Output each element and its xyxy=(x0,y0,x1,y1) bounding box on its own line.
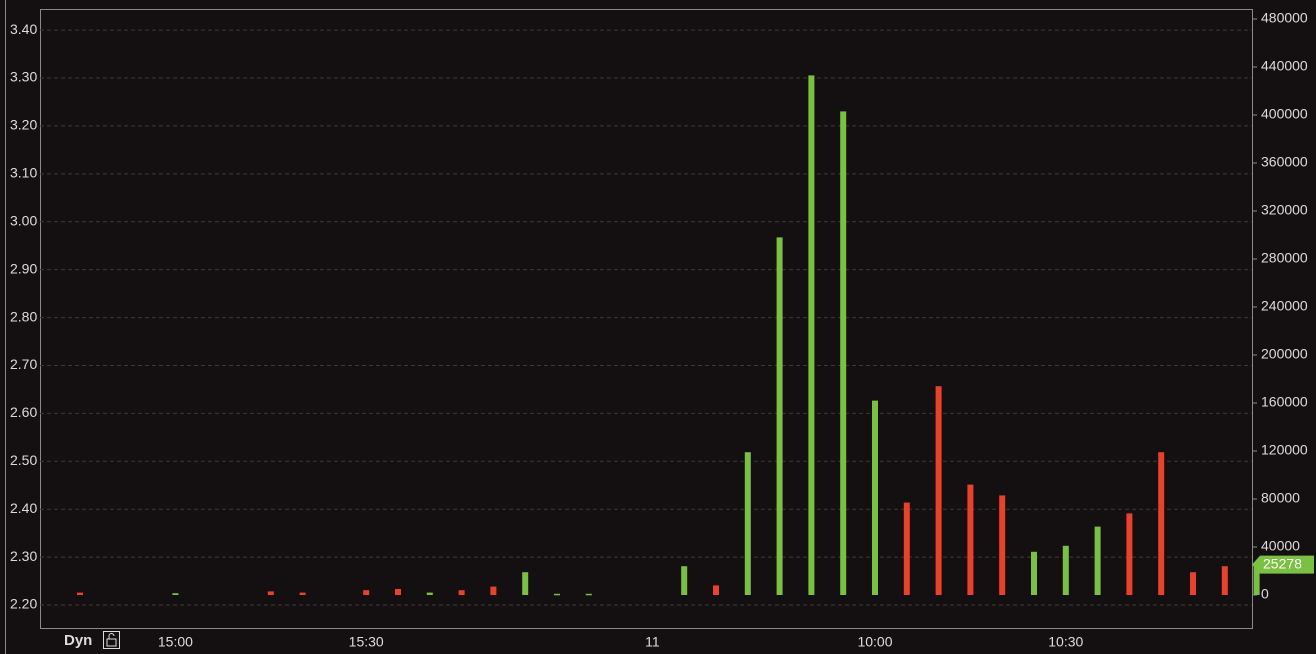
bar xyxy=(490,586,497,595)
bar xyxy=(935,386,942,595)
y-tick-label: 2.70 xyxy=(10,356,37,372)
bar xyxy=(744,452,751,595)
bar xyxy=(840,111,847,596)
bar xyxy=(1158,452,1165,595)
bar xyxy=(299,592,306,595)
bar xyxy=(1126,513,1133,595)
bar xyxy=(872,400,878,595)
x-tick-label: 15:30 xyxy=(349,634,384,650)
last-value-label: 25278 xyxy=(1263,555,1302,571)
y-tick-label: 2.90 xyxy=(10,260,37,276)
y-tick-label: 3.00 xyxy=(10,212,37,228)
y2-tick-label: 400000 xyxy=(1261,106,1308,122)
y2-tick-label: 320000 xyxy=(1261,202,1308,218)
icon-box xyxy=(103,631,120,649)
bar xyxy=(999,495,1006,595)
bar xyxy=(267,591,274,595)
bar xyxy=(1094,526,1101,595)
y2-tick-label: 80000 xyxy=(1261,490,1300,506)
y-tick-label: 2.30 xyxy=(10,548,37,564)
y-tick-label: 2.80 xyxy=(10,308,37,324)
bar xyxy=(903,502,910,595)
bar xyxy=(1221,566,1228,595)
y-tick-label: 3.10 xyxy=(10,165,37,181)
y-tick-label: 3.30 xyxy=(10,69,37,85)
x-tick-label: 15:00 xyxy=(158,634,193,650)
y-tick-label: 2.40 xyxy=(10,500,37,516)
bar xyxy=(585,593,592,596)
bar xyxy=(1190,572,1196,595)
last-value-marker xyxy=(1252,555,1314,574)
lock-icon[interactable] xyxy=(103,631,120,649)
bar xyxy=(363,590,370,595)
y2-tick-label: 240000 xyxy=(1261,298,1308,314)
mode-label: Dyn xyxy=(64,632,92,649)
bar xyxy=(458,590,465,595)
bar xyxy=(77,592,83,595)
bar xyxy=(967,484,974,595)
bar xyxy=(808,75,815,595)
bar xyxy=(395,589,401,595)
bar xyxy=(713,585,719,595)
y2-tick-label: 120000 xyxy=(1261,442,1308,458)
y-tick-label: 2.60 xyxy=(10,404,37,420)
x-tick-label: 11 xyxy=(645,634,660,650)
icon-body xyxy=(106,638,117,647)
icon-shackle xyxy=(108,633,115,639)
y2-tick-label: 440000 xyxy=(1261,58,1308,74)
y2-tick-label: 360000 xyxy=(1261,154,1308,170)
y2-tick-label: 280000 xyxy=(1261,250,1308,266)
bar xyxy=(1062,545,1069,595)
x-tick-label: 10:00 xyxy=(857,634,892,650)
y-tick-label: 2.20 xyxy=(10,596,37,612)
bar xyxy=(776,237,783,595)
y-tick-label: 3.20 xyxy=(10,117,37,133)
y-tick-label: 2.50 xyxy=(10,452,37,468)
x-tick-label: 10:30 xyxy=(1048,634,1083,650)
y2-tick-label: 480000 xyxy=(1261,10,1308,26)
y-tick-label: 3.40 xyxy=(10,21,37,37)
y2-tick-label: 160000 xyxy=(1261,394,1308,410)
bar xyxy=(172,593,179,595)
bar xyxy=(1031,551,1037,595)
y2-tick-label: 200000 xyxy=(1261,346,1308,362)
y2-tick-label: 40000 xyxy=(1261,538,1300,554)
plot-frame xyxy=(40,9,1253,629)
bar xyxy=(681,566,688,595)
y2-tick-label: 0 xyxy=(1261,586,1269,602)
bar xyxy=(426,592,433,595)
bar xyxy=(1253,564,1260,595)
bar xyxy=(554,593,560,596)
bar xyxy=(522,572,529,595)
